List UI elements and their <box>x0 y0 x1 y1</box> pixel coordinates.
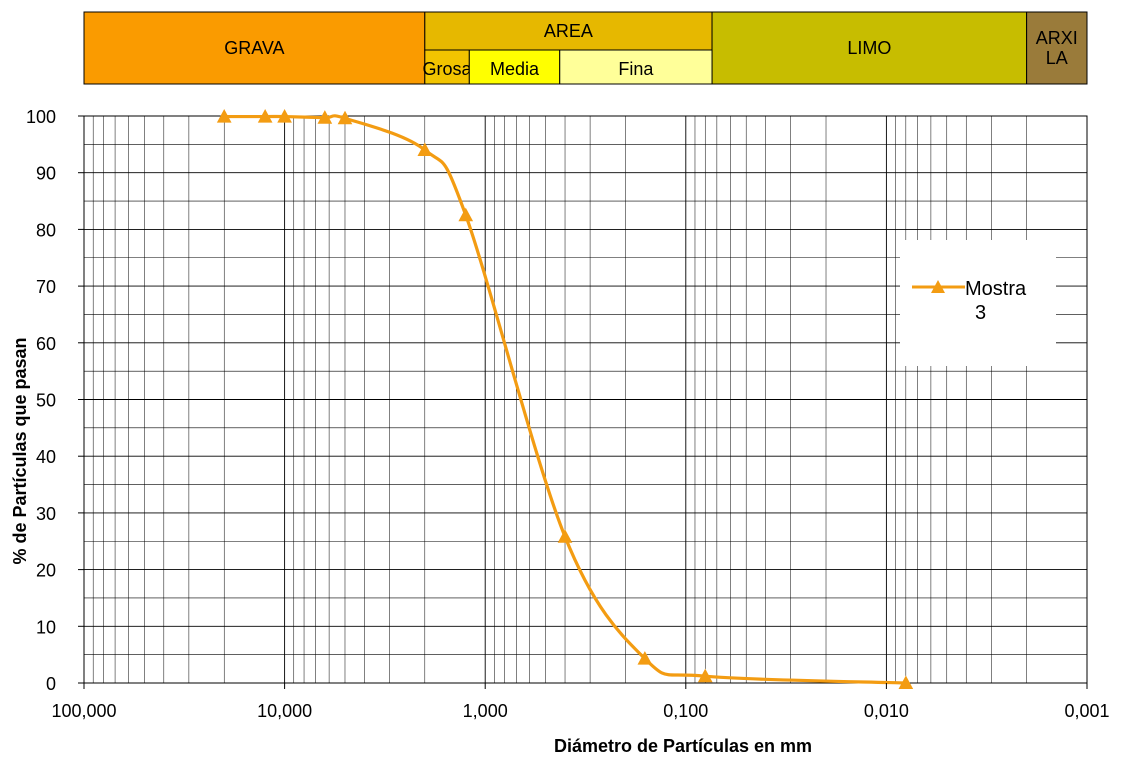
x-axis-ticks: 100,000 10,000 1,000 0,100 0,010 0,001 <box>51 683 1110 721</box>
band-arxi-la <box>1026 11 1088 85</box>
series-point <box>277 109 292 123</box>
legend-series-label: Mostra 3 <box>965 278 1027 324</box>
y-tick-label: 100 <box>26 107 56 127</box>
y-axis-ticks: 0 10 20 30 40 50 60 70 80 90 100 <box>26 107 84 694</box>
band-label-grava: GRAVA <box>224 38 284 58</box>
series-point <box>317 110 333 124</box>
band-label-area: AREA <box>544 21 593 41</box>
y-tick-label: 70 <box>36 277 56 297</box>
x-tick-label: 0,010 <box>864 701 909 721</box>
sub-band-label-grosa: Grosa <box>423 59 473 79</box>
y-tick-label: 50 <box>36 391 56 411</box>
x-tick-label: 100,000 <box>51 701 116 721</box>
series-point <box>257 109 273 123</box>
y-tick-label: 10 <box>36 617 56 637</box>
y-tick-label: 80 <box>36 220 56 240</box>
x-tick-label: 10,000 <box>257 701 312 721</box>
band-label-limo: LIMO <box>847 38 891 58</box>
classification-bands: GRAVA AREA LIMO ARXI LA Grosa Media Fina <box>83 11 1088 85</box>
y-tick-label: 20 <box>36 561 56 581</box>
sub-band-label-media: Media <box>490 59 540 79</box>
x-tick-label: 0,001 <box>1064 701 1109 721</box>
y-axis-title: % de Partículas que pasan <box>10 337 30 564</box>
legend-marker-swatch <box>931 280 945 293</box>
band-area <box>424 11 713 51</box>
series-point <box>417 142 433 157</box>
band-label-arxi-la: ARXI LA <box>1036 28 1078 68</box>
x-tick-label: 1,000 <box>463 701 508 721</box>
series-point <box>697 668 713 683</box>
series-point <box>898 675 914 690</box>
chart-legend: Mostra 3 <box>900 240 1056 366</box>
y-tick-label: 60 <box>36 334 56 354</box>
sub-band-grosa <box>424 49 470 85</box>
band-grava <box>83 11 426 85</box>
x-axis-title: Diámetro de Partículas en mm <box>554 736 812 756</box>
series-point <box>637 651 653 665</box>
y-tick-label: 0 <box>46 674 56 694</box>
sub-band-label-fina: Fina <box>618 59 654 79</box>
band-limo <box>711 11 1028 85</box>
x-tick-label: 0,100 <box>663 701 708 721</box>
series-point <box>557 529 573 543</box>
y-tick-label: 40 <box>36 447 56 467</box>
sub-band-fina <box>559 49 713 85</box>
sub-band-media <box>468 49 561 85</box>
chart-series <box>216 109 914 690</box>
y-tick-label: 30 <box>36 504 56 524</box>
legend-box <box>900 240 1056 366</box>
series-point <box>337 110 353 125</box>
series-point <box>216 109 232 123</box>
y-tick-label: 90 <box>36 164 56 184</box>
series-point <box>458 207 474 222</box>
chart-grid <box>83 115 1088 684</box>
